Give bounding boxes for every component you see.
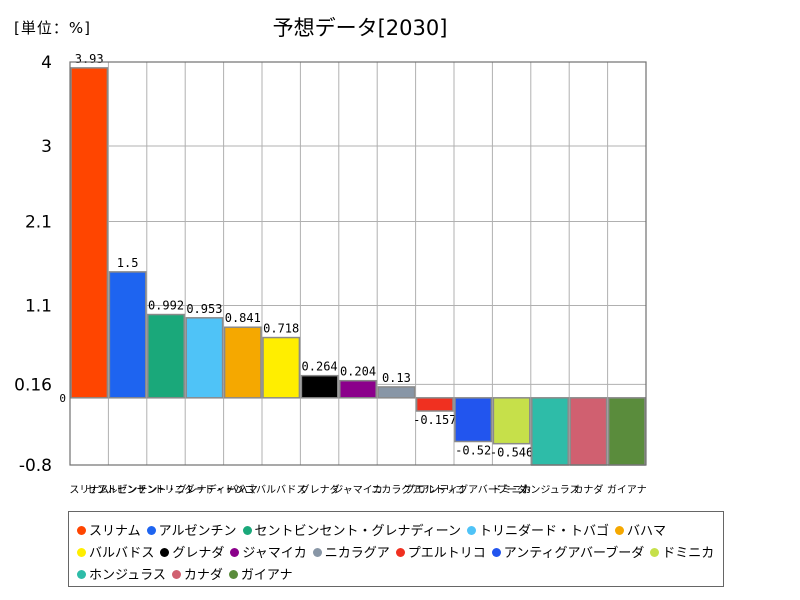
x-tick-label: トリニダード・トバゴ xyxy=(154,483,254,496)
legend-marker-icon xyxy=(228,570,238,579)
legend-item: トリニダード・トバゴ xyxy=(466,521,609,542)
x-tick-label: アンティグアバーブーダ xyxy=(419,483,527,496)
legend-label: ニカラグア xyxy=(324,546,390,561)
x-tick-label: アルゼンチン xyxy=(98,484,158,496)
legend-item: セントビンセント・グレナディーン xyxy=(242,521,461,542)
bar xyxy=(492,397,531,445)
bar xyxy=(607,397,646,466)
x-tick-label: グレナダ xyxy=(300,483,340,496)
legend-label: バハマ xyxy=(626,524,666,539)
legend-marker-icon xyxy=(466,526,476,535)
legend-item: ガイアナ xyxy=(228,565,293,586)
bar xyxy=(70,67,109,399)
legend-label: トリニダード・トバゴ xyxy=(478,524,609,539)
unit-label: [単位：%] xyxy=(14,19,91,37)
legend-marker-icon xyxy=(312,548,322,557)
legend-label: カナダ xyxy=(183,568,223,583)
legend-item: ニカラグア xyxy=(312,543,390,564)
data-label: 0.992 xyxy=(148,299,184,313)
legend: スリナム アルゼンチン セントビンセント・グレナディーン トリニダード・トバゴ バハマバ… xyxy=(68,511,724,587)
bar xyxy=(569,397,608,466)
legend-marker-icon xyxy=(77,548,86,557)
bar xyxy=(147,313,185,399)
legend-marker-icon xyxy=(395,548,405,557)
legend-marker-icon xyxy=(146,526,156,535)
data-label: 0.841 xyxy=(225,311,261,325)
bar xyxy=(262,336,301,399)
data-label: 0.264 xyxy=(302,360,338,374)
legend-label: ドミニカ xyxy=(662,546,715,561)
legend-item: ホンジュラス xyxy=(77,565,166,586)
x-tick-label: ホンジュラス xyxy=(520,484,579,496)
legend-marker-icon xyxy=(650,548,660,557)
bar xyxy=(531,397,569,466)
legend-label: ホンジュラス xyxy=(89,568,166,583)
data-label: -0.52 xyxy=(455,443,491,457)
legend-label: ガイアナ xyxy=(240,568,293,583)
legend-item: グレナダ xyxy=(160,543,224,564)
y-tick-label: 0.16 xyxy=(14,375,52,395)
legend-marker-icon xyxy=(242,526,252,535)
legend-item: スリナム xyxy=(77,521,141,542)
legend-item: アンティグアバーブーダ xyxy=(491,543,645,564)
data-label: 0.204 xyxy=(340,365,376,379)
bar xyxy=(415,397,454,412)
bar-chart: 4 3 2.1 1.1 0.16 -0.8 0 3.93 スリナム 1.5 アルゼンチン 0.992 セ… xyxy=(14,52,647,496)
legend-item: アルゼンチン xyxy=(146,521,237,542)
legend-label: セントビンセント・グレナディーン xyxy=(254,524,461,539)
x-tick-label: ドミニカ xyxy=(492,484,532,496)
data-label: -0.546 xyxy=(490,446,533,460)
x-tick-label: バハマ xyxy=(228,484,258,496)
legend-label: プエルトリコ xyxy=(407,546,486,561)
bar xyxy=(185,317,224,399)
zero-label: 0 xyxy=(59,392,66,405)
x-tick-label: セントビンセント・グレナディーン xyxy=(87,483,246,496)
x-tick-label: ニカラグア xyxy=(371,483,421,496)
legend-marker-icon xyxy=(77,526,86,535)
legend-marker-icon xyxy=(491,548,501,557)
data-label: -0.157 xyxy=(413,413,456,427)
legend-marker-icon xyxy=(77,570,86,579)
legend-item: プエルトリコ xyxy=(395,543,486,564)
legend-label: グレナダ xyxy=(172,546,225,561)
legend-marker-icon xyxy=(614,526,624,535)
legend-item: カナダ xyxy=(171,565,223,586)
x-tick-label: ジャマイカ xyxy=(333,484,383,496)
y-tick-label: 3 xyxy=(41,137,52,157)
bar xyxy=(377,386,416,399)
x-tick-label: スリナム xyxy=(69,484,109,496)
bar xyxy=(300,374,339,399)
plot-border xyxy=(69,61,647,466)
bar xyxy=(108,271,147,399)
data-label: 0.718 xyxy=(263,322,299,336)
chart-title: 予想データ[2030] xyxy=(272,16,448,40)
legend-label: アルゼンチン xyxy=(158,524,237,539)
y-tick-label: 1.1 xyxy=(25,296,52,316)
legend-marker-icon xyxy=(230,548,240,557)
data-label: 3.93 xyxy=(75,52,104,66)
data-label: 0.953 xyxy=(186,302,222,316)
y-tick-label: 4 xyxy=(41,53,52,73)
legend-marker-icon xyxy=(171,570,181,579)
bar xyxy=(223,326,262,399)
legend-item: ジャマイカ xyxy=(230,543,307,564)
x-tick-label: ガイアナ xyxy=(607,484,647,496)
legend-label: ジャマイカ xyxy=(242,546,307,561)
legend-marker-icon xyxy=(160,548,170,557)
legend-label: アンティグアバーブーダ xyxy=(503,546,645,561)
legend-item: バルバドス xyxy=(77,543,154,564)
data-label: 1.5 xyxy=(117,256,139,270)
legend-label: バルバドス xyxy=(89,546,155,561)
data-label: 0.13 xyxy=(382,371,411,385)
x-tick-label: プエルトリコ xyxy=(405,484,465,496)
x-tick-label: カナダ xyxy=(573,483,603,496)
x-tick-label: バルバドス xyxy=(256,484,306,496)
bar xyxy=(454,397,493,443)
y-tick-label: 2.1 xyxy=(25,213,52,233)
bar xyxy=(339,379,377,399)
legend-label: スリナム xyxy=(89,524,141,539)
legend-item: ドミニカ xyxy=(650,543,714,564)
y-tick-label: -0.8 xyxy=(19,456,52,476)
legend-item: バハマ xyxy=(614,521,666,542)
